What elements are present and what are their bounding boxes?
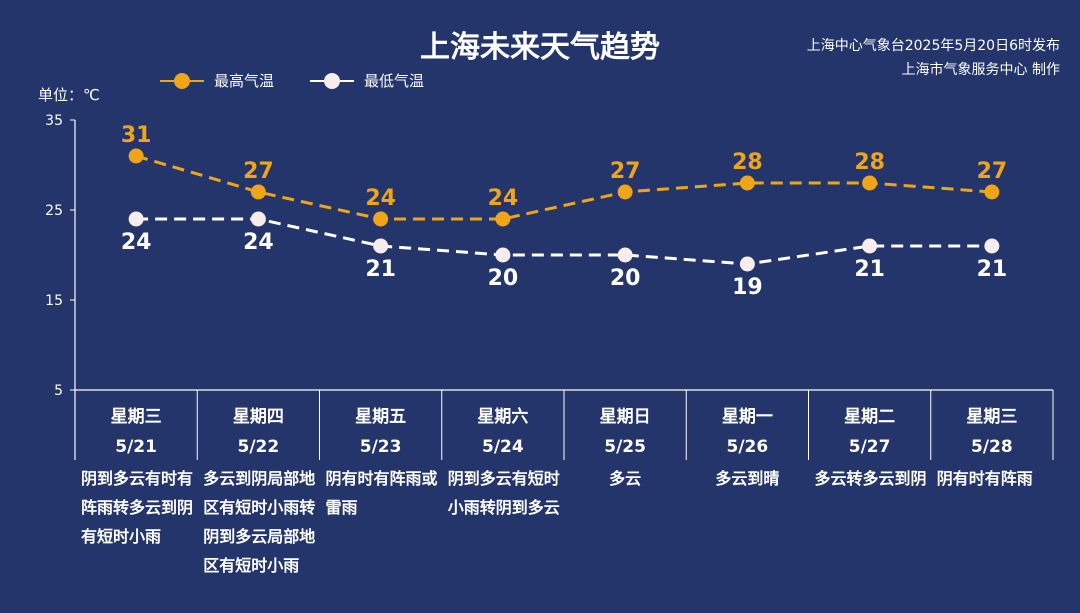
date-label: 5/28 [971, 437, 1013, 457]
y-tick-label: 15 [45, 293, 63, 309]
legend-label-high: 最高气温 [214, 72, 275, 90]
page-title: 上海未来天气趋势 [420, 30, 660, 65]
data-point-high [739, 175, 755, 191]
legend-label-low: 最低气温 [364, 72, 425, 90]
weather-description: 多云 [609, 469, 642, 488]
data-label-high: 28 [732, 150, 763, 175]
data-point-high [862, 175, 878, 191]
date-label: 5/27 [849, 437, 891, 457]
series-line-low [136, 217, 992, 266]
data-point-high [373, 211, 389, 227]
series-line-high [135, 154, 992, 221]
weekday-label: 星期二 [844, 407, 895, 427]
data-point-low [128, 211, 144, 227]
date-label: 5/23 [360, 437, 402, 457]
data-label-high: 24 [365, 186, 396, 211]
weekday-label: 星期日 [600, 407, 651, 427]
weather-description: 阴有时有阵雨或雷雨 [325, 469, 438, 517]
data-label-low: 21 [977, 257, 1008, 282]
data-point-low [250, 211, 266, 227]
data-label-low: 19 [732, 275, 763, 300]
legend: 最高气温 最低气温 [160, 70, 460, 91]
data-point-low [373, 238, 389, 254]
y-tick-label: 25 [45, 203, 63, 219]
unit-label: 单位：℃ [38, 86, 100, 104]
date-label: 5/22 [238, 437, 280, 457]
data-point-high [984, 184, 1000, 200]
weekday-label: 星期六 [477, 406, 528, 427]
weekday-label: 星期五 [355, 407, 406, 427]
data-point-low [862, 238, 878, 254]
data-label-high: 31 [121, 123, 152, 148]
date-label: 5/26 [727, 437, 769, 457]
data-point-high [495, 211, 511, 227]
issuer-line-1: 上海中心气象台2025年5月20日6时发布 [806, 38, 1060, 54]
date-label: 5/24 [482, 437, 524, 457]
weather-description: 阴到多云有时有阵雨转多云到阴有短时小雨 [81, 469, 194, 546]
data-point-high [617, 184, 633, 200]
legend-item-low: 最低气温 [310, 70, 424, 91]
data-label-low: 24 [243, 230, 274, 255]
weather-description: 多云到阴局部地区有短时小雨转阴到多云局部地区有短时小雨 [203, 469, 316, 575]
weekday-label: 星期三 [111, 407, 162, 427]
issuer-line-2: 上海市气象服务中心 制作 [901, 62, 1060, 78]
weekday-label: 星期四 [233, 407, 284, 427]
weather-description: 多云转多云到阴 [814, 469, 927, 488]
legend-item-high: 最高气温 [160, 70, 274, 91]
data-point-low [984, 238, 1000, 254]
weekday-label: 星期三 [966, 407, 1017, 427]
data-label-high: 24 [488, 186, 519, 211]
data-point-high [250, 184, 266, 200]
y-tick-label: 35 [45, 113, 63, 129]
issuer-info: 上海中心气象台2025年5月20日6时发布 上海市气象服务中心 制作 [807, 34, 1060, 82]
data-label-low: 20 [488, 266, 519, 291]
data-label-high: 27 [977, 159, 1008, 184]
data-point-high [128, 148, 144, 164]
data-point-low [617, 247, 633, 263]
data-point-low [739, 256, 755, 272]
data-label-low: 21 [365, 257, 396, 282]
data-label-low: 24 [121, 230, 152, 255]
date-label: 5/25 [604, 437, 646, 457]
date-label: 5/21 [115, 437, 157, 457]
data-label-high: 28 [854, 150, 885, 175]
data-point-low [495, 247, 511, 263]
data-label-high: 27 [243, 159, 274, 184]
weather-description: 阴到多云有短时小雨转阴到多云 [447, 469, 560, 517]
weekday-label: 星期一 [722, 407, 773, 427]
data-label-low: 21 [854, 257, 885, 282]
legend-swatch-high-icon [160, 72, 204, 89]
weather-description: 多云到晴 [715, 469, 780, 488]
data-label-low: 20 [610, 266, 641, 291]
data-label-high: 27 [610, 159, 641, 184]
legend-swatch-low-icon [310, 72, 355, 89]
y-tick-label: 5 [54, 383, 63, 399]
weather-description: 阴有时有阵雨 [936, 469, 1033, 488]
